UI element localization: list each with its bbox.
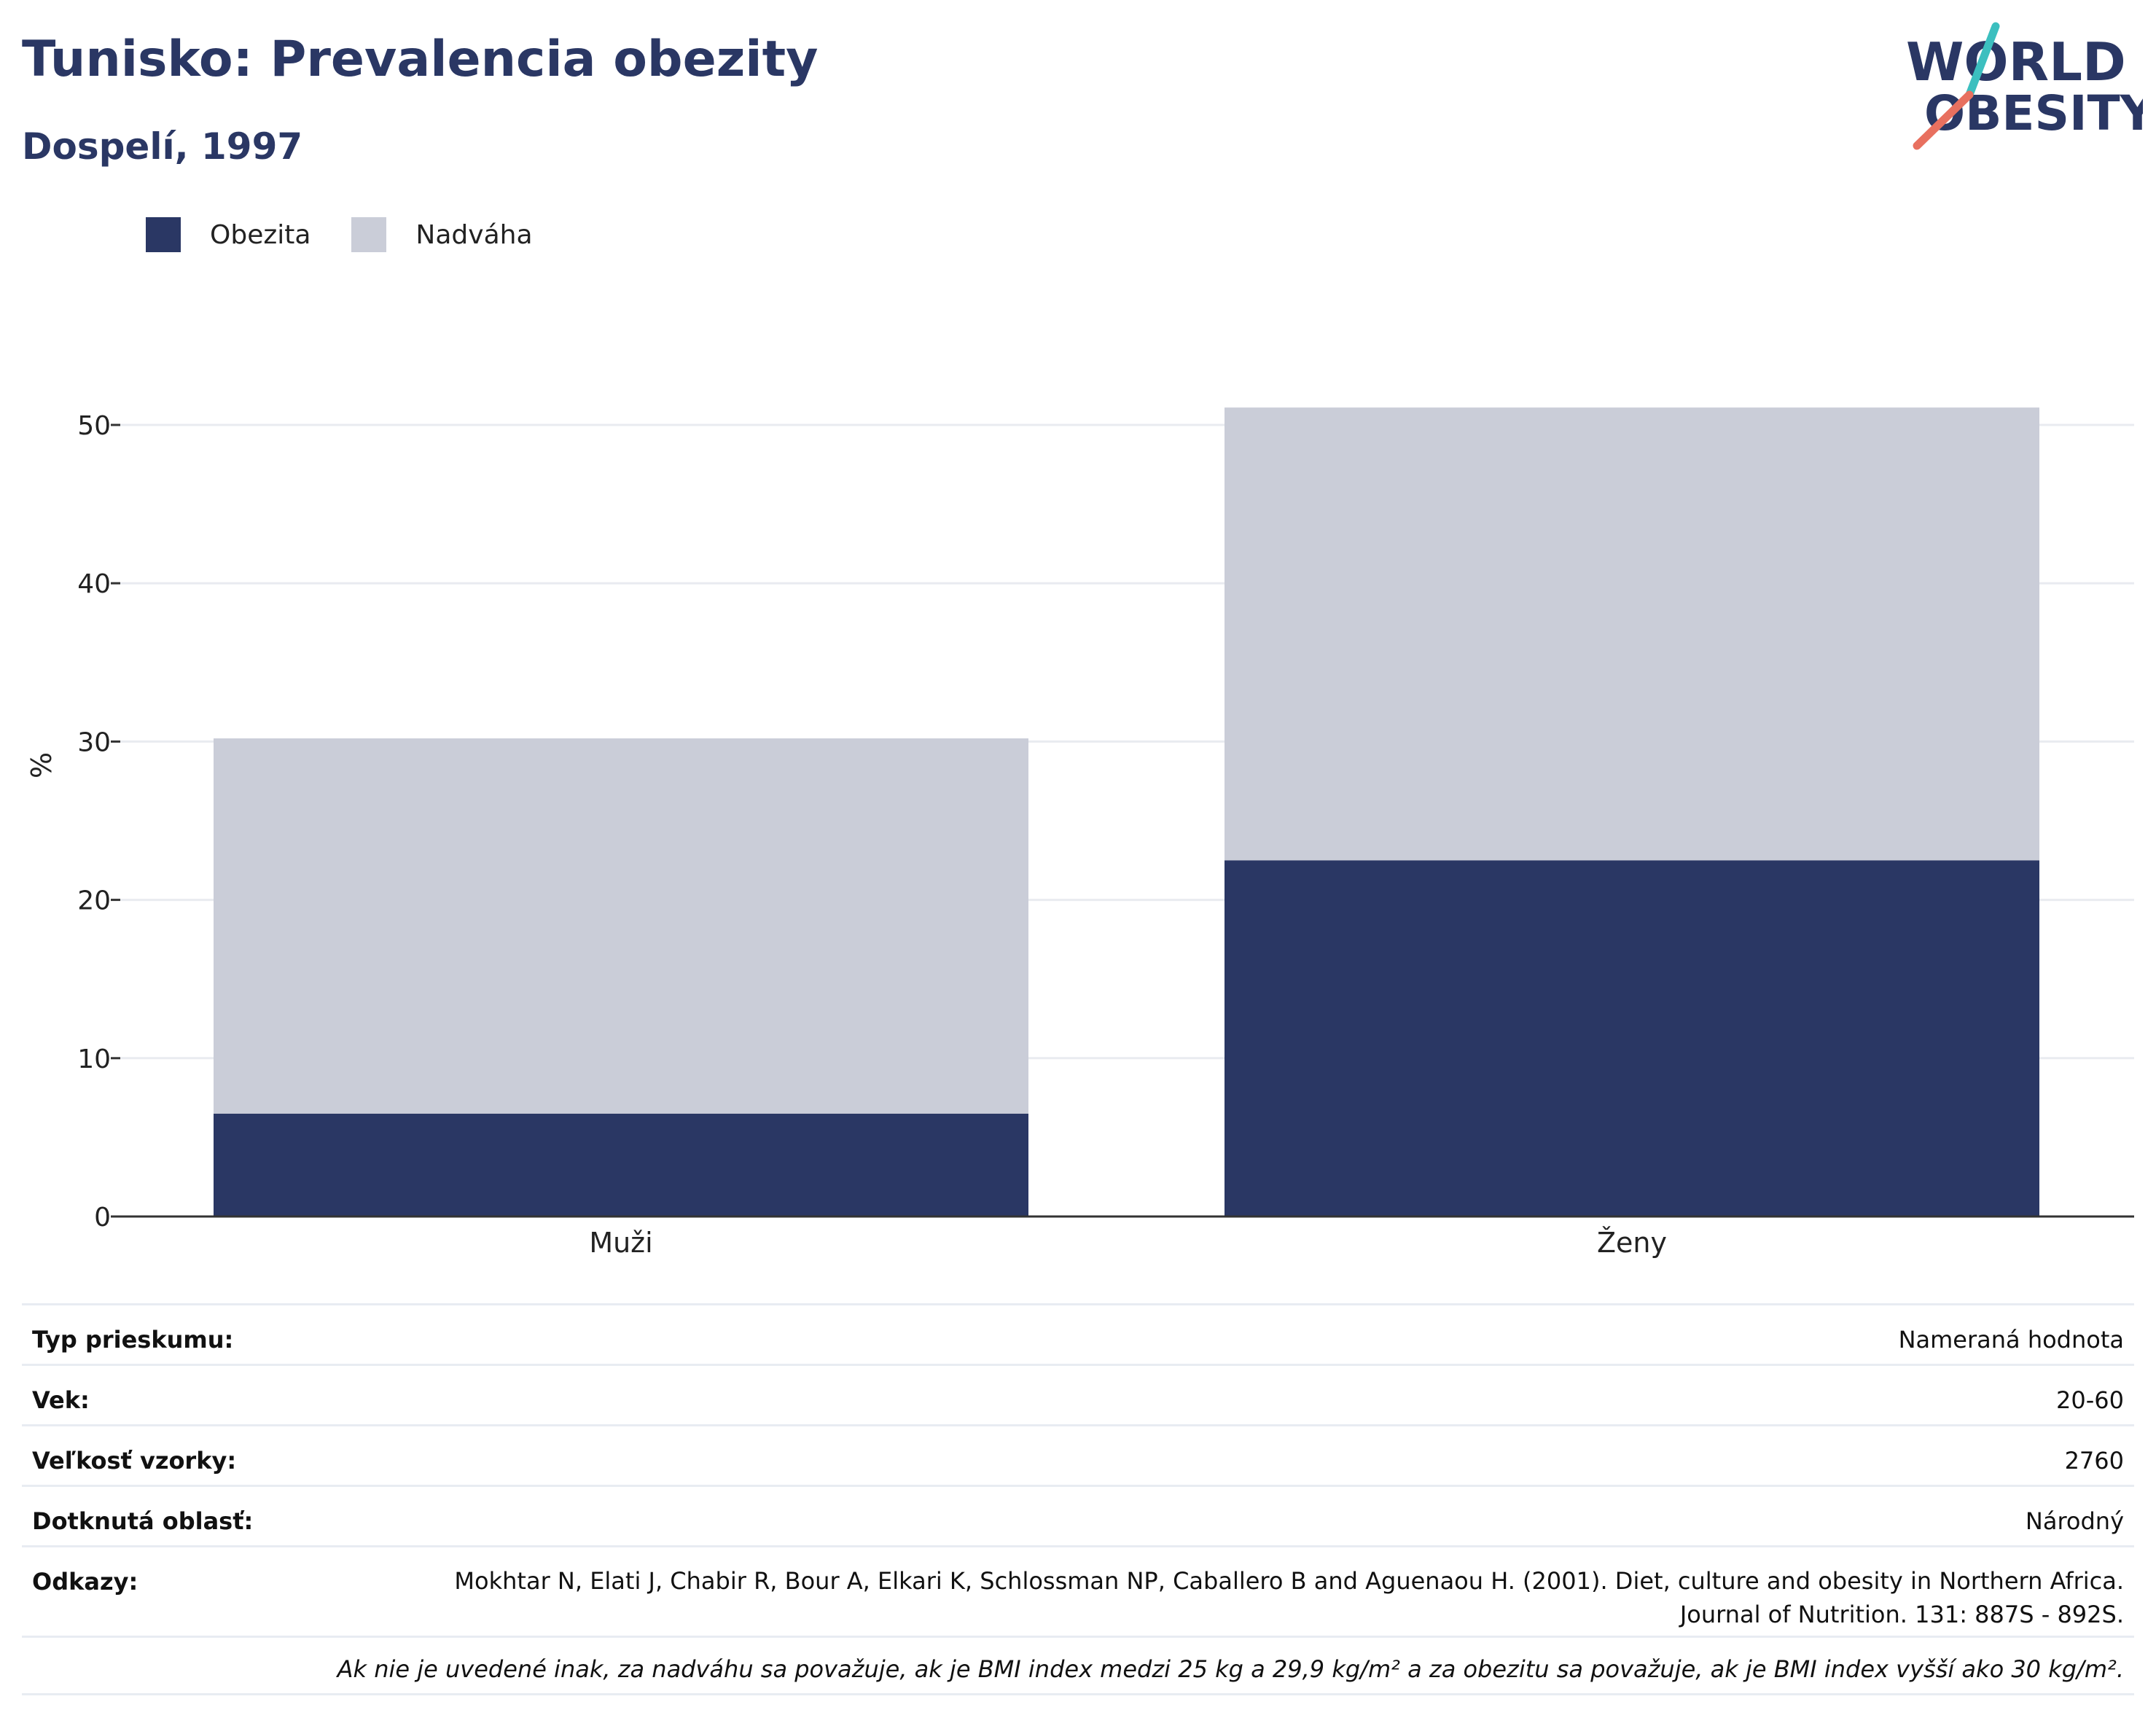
- x-tick-label: Muži: [589, 1227, 652, 1259]
- meta-row-survey-type: Typ prieskumu: Nameraná hodnota: [22, 1303, 2134, 1364]
- y-axis-label: %: [26, 752, 58, 778]
- survey-details: Typ prieskumu: Nameraná hodnota Vek: 20-…: [22, 1303, 2134, 1695]
- world-obesity-logo: WORLD OBESITY: [1906, 22, 2143, 150]
- logo-text-world: WORLD: [1906, 31, 2126, 93]
- meta-value-sample-size: 2760: [2064, 1447, 2124, 1475]
- meta-row-area: Dotknutá oblasť: Národný: [22, 1485, 2134, 1545]
- y-tick-label: 40: [77, 569, 111, 599]
- meta-key-survey-type: Typ prieskumu:: [32, 1326, 234, 1354]
- bar-nadváha-0[interactable]: [214, 738, 1028, 1114]
- y-tick-label: 30: [77, 727, 111, 757]
- chart-legend: Obezita Nadváha: [146, 217, 574, 252]
- logo-slash-top: [1965, 22, 2000, 99]
- chart-title: Tunisko: Prevalencia obezity: [22, 31, 819, 88]
- meta-key-references: Odkazy:: [32, 1568, 138, 1596]
- legend-item-nadvaha[interactable]: Nadváha: [351, 217, 533, 252]
- meta-value-age: 20-60: [2056, 1386, 2124, 1414]
- bars: [214, 407, 2039, 1216]
- axes: 0 10 20 30 40 50% Muži Ženy: [26, 411, 2134, 1259]
- meta-key-area: Dotknutá oblasť:: [32, 1507, 254, 1535]
- bar-obezita-1[interactable]: [1225, 860, 2039, 1216]
- meta-row-sample-size: Veľkosť vzorky: 2760: [22, 1424, 2134, 1485]
- meta-row-references: Odkazy: Mokhtar N, Elati J, Chabir R, Bo…: [22, 1545, 2134, 1636]
- chart-subtitle: Dospelí, 1997: [22, 125, 303, 168]
- meta-key-age: Vek:: [32, 1386, 90, 1414]
- stacked-bar-chart: 0 10 20 30 40 50% Muži Ženy: [26, 407, 2134, 1259]
- legend-swatch-obezita: [146, 217, 181, 252]
- legend-item-obezita[interactable]: Obezita: [146, 217, 310, 252]
- legend-swatch-nadvaha: [351, 217, 387, 252]
- legend-label-obezita: Obezita: [210, 219, 311, 250]
- bar-obezita-0[interactable]: [214, 1113, 1028, 1216]
- logo-slash-bottom: [1913, 90, 1974, 150]
- y-tick-label: 10: [77, 1044, 111, 1074]
- meta-row-age: Vek: 20-60: [22, 1364, 2134, 1424]
- x-tick-label: Ženy: [1597, 1227, 1667, 1259]
- meta-value-area: Národný: [2025, 1507, 2124, 1535]
- meta-value-references: Mokhtar N, Elati J, Chabir R, Bour A, El…: [454, 1567, 2124, 1628]
- y-tick-label: 50: [77, 411, 111, 441]
- meta-value-survey-type: Nameraná hodnota: [1898, 1326, 2124, 1354]
- y-tick-label: 0: [94, 1203, 111, 1233]
- legend-label-nadvaha: Nadváha: [415, 219, 533, 250]
- bar-nadváha-1[interactable]: [1225, 407, 2039, 861]
- y-tick-label: 20: [77, 886, 111, 916]
- logo-text-obesity: OBESITY: [1924, 85, 2143, 141]
- meta-key-sample-size: Veľkosť vzorky:: [32, 1447, 237, 1475]
- bmi-definition-note: Ak nie je uvedené inak, za nadváhu sa po…: [22, 1636, 2134, 1695]
